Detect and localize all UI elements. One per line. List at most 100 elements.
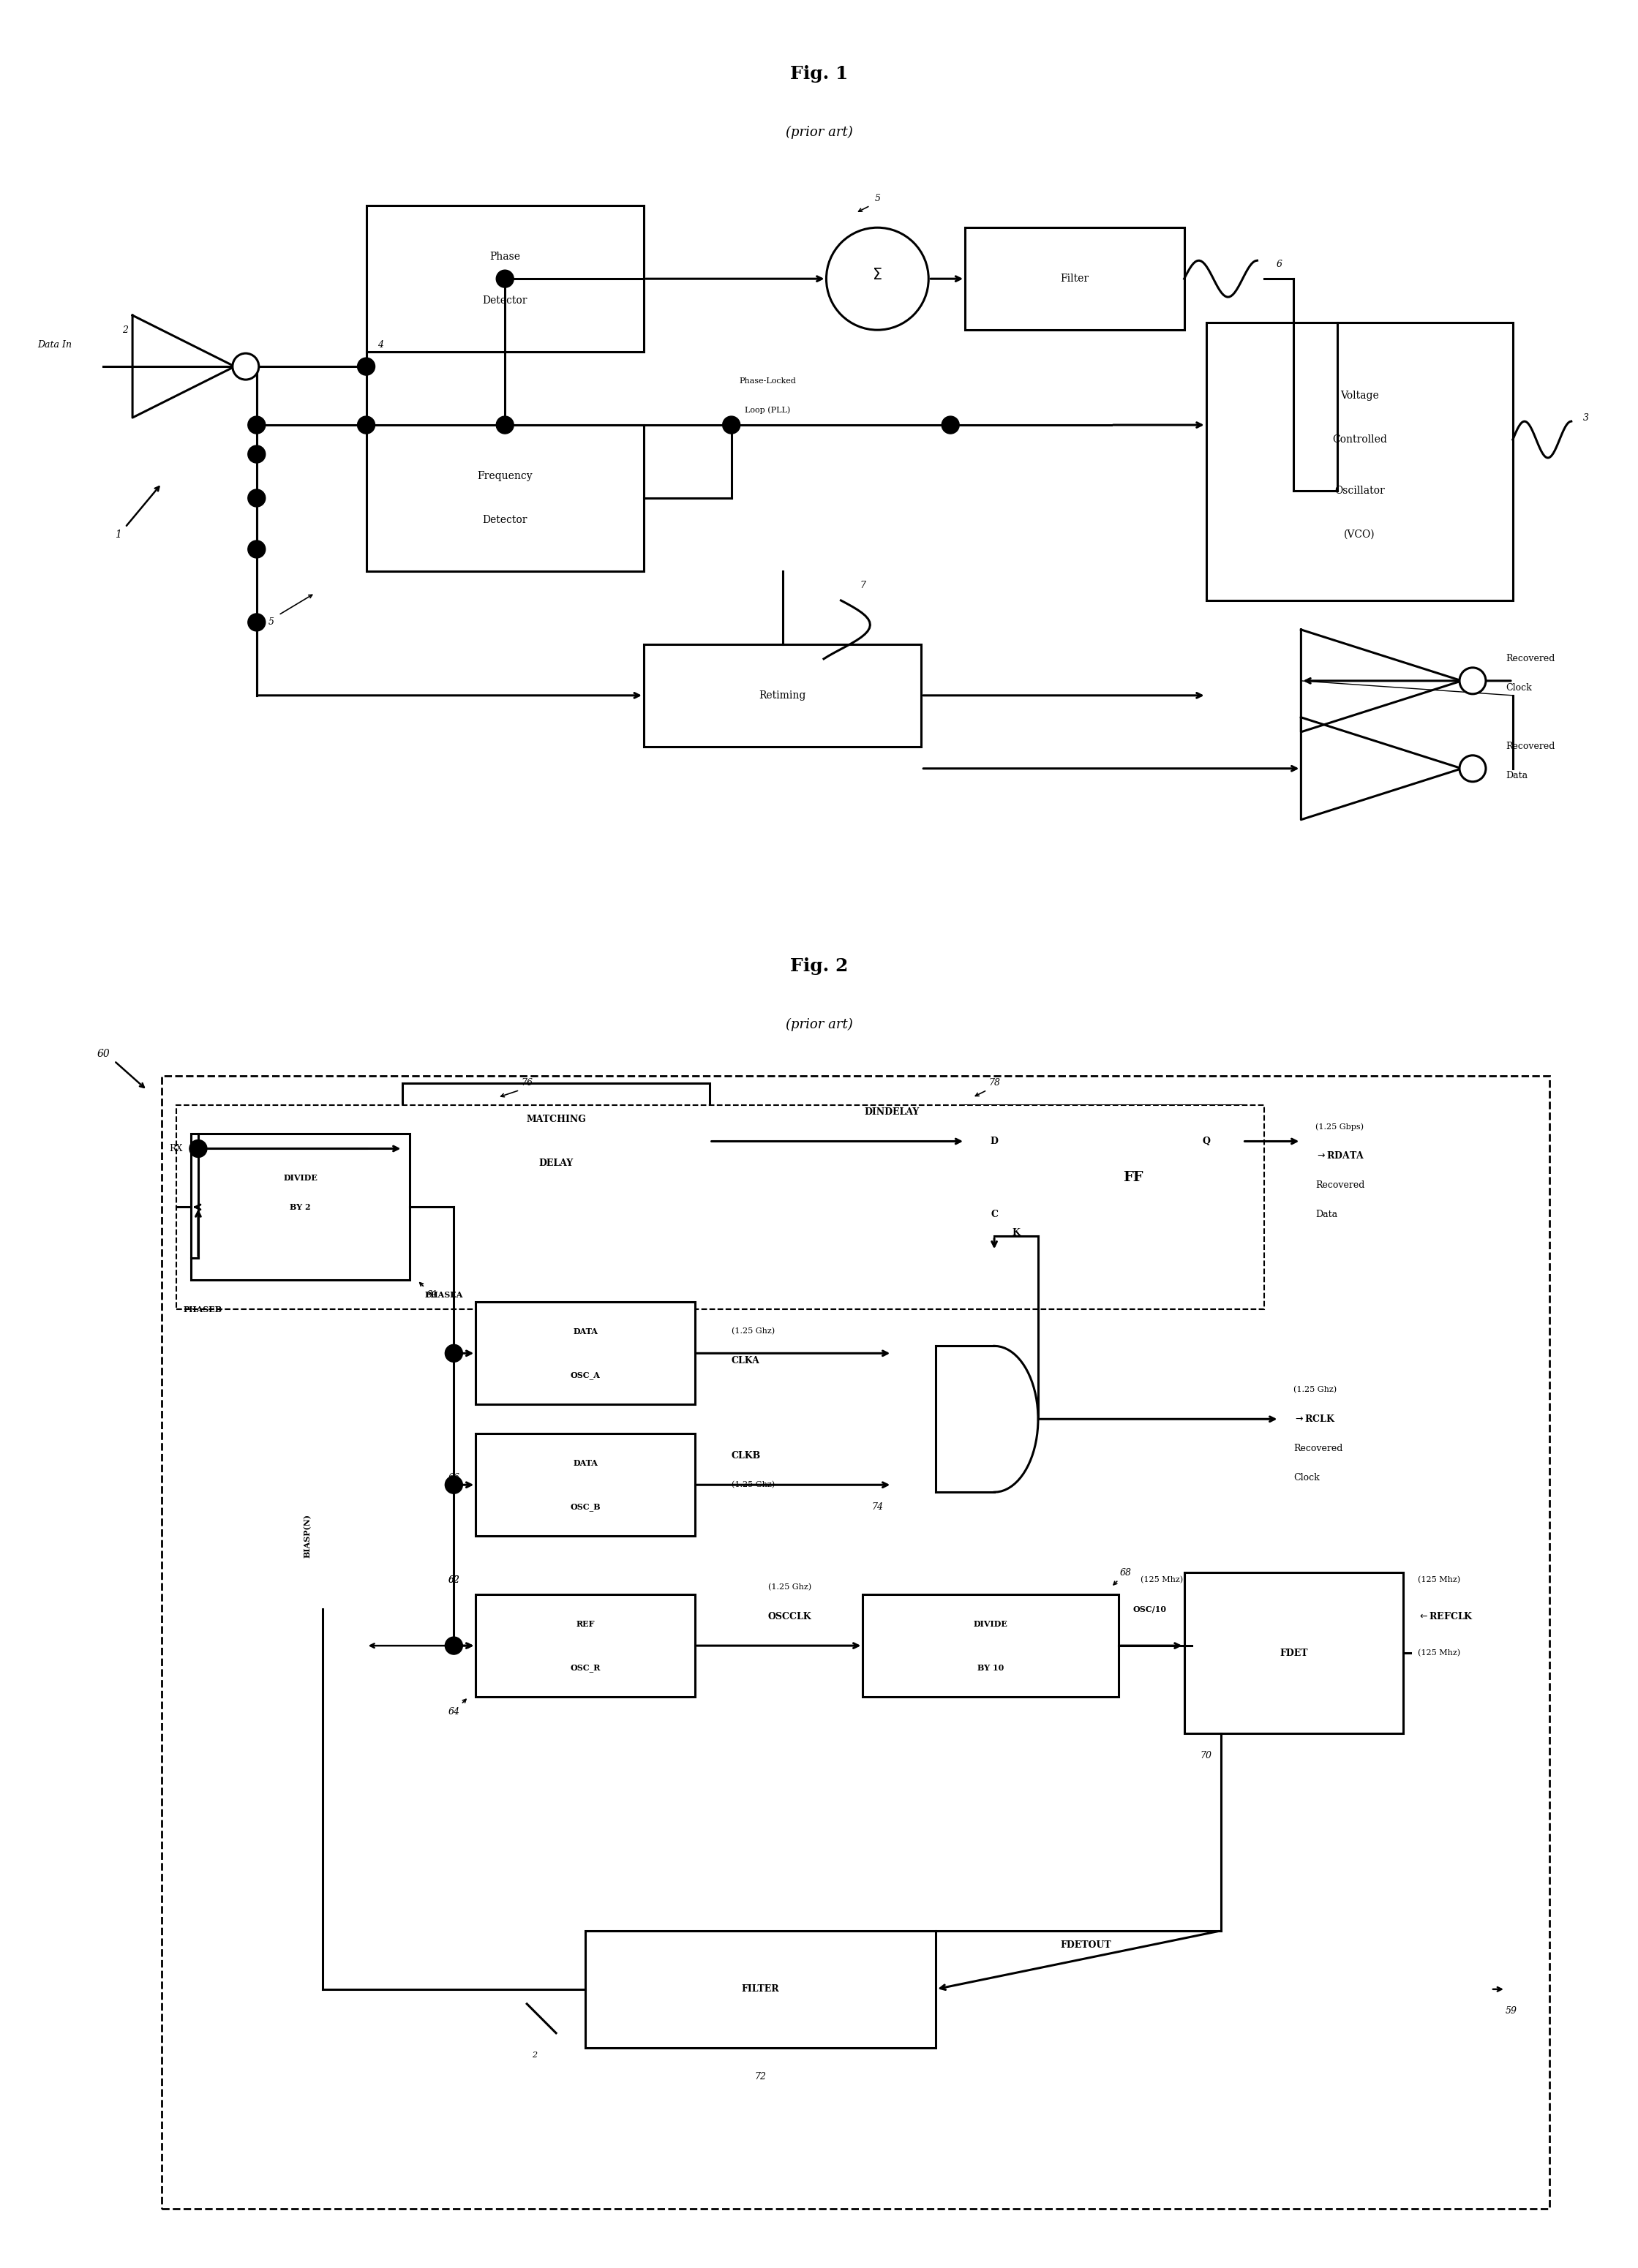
Text: CLKA: CLKA: [731, 1356, 760, 1365]
Text: (prior art): (prior art): [786, 1018, 852, 1032]
Bar: [192, 1134, 410, 1279]
Text: Recovered: Recovered: [1505, 742, 1554, 751]
Text: $\rightarrow$RCLK: $\rightarrow$RCLK: [1294, 1413, 1337, 1424]
Text: DIVIDE: DIVIDE: [973, 1619, 1007, 1628]
Circle shape: [247, 445, 265, 463]
Text: 5: 5: [875, 193, 880, 204]
Text: 5: 5: [269, 617, 274, 626]
Text: 2: 2: [123, 324, 128, 336]
Circle shape: [446, 1476, 462, 1495]
Bar: [475, 1594, 695, 1696]
Text: Oscillator: Oscillator: [1335, 485, 1384, 497]
Bar: [403, 1082, 709, 1200]
Text: BY 10: BY 10: [978, 1662, 1004, 1672]
Bar: [177, 1105, 1265, 1309]
Text: (prior art): (prior art): [786, 127, 852, 138]
Circle shape: [233, 354, 259, 379]
Bar: [367, 206, 644, 352]
Circle shape: [357, 358, 375, 374]
Text: Detector: Detector: [483, 515, 527, 526]
Text: BIASP(N): BIASP(N): [303, 1515, 311, 1558]
Text: $\rightarrow$RDATA: $\rightarrow$RDATA: [1315, 1150, 1364, 1161]
Text: (1.25 Gbps): (1.25 Gbps): [1315, 1123, 1364, 1129]
Text: Fig. 1: Fig. 1: [790, 66, 848, 84]
Bar: [965, 1105, 1243, 1252]
Circle shape: [722, 417, 740, 433]
Text: (125 Mhz): (125 Mhz): [1419, 1649, 1461, 1656]
Text: 66: 66: [447, 1472, 460, 1483]
Circle shape: [942, 417, 960, 433]
Text: MATCHING: MATCHING: [526, 1114, 586, 1125]
Text: 4: 4: [378, 340, 383, 349]
Polygon shape: [1301, 631, 1461, 733]
Text: $\leftarrow$REFCLK: $\leftarrow$REFCLK: [1419, 1610, 1474, 1622]
Text: Recovered: Recovered: [1294, 1442, 1343, 1454]
Bar: [475, 1433, 695, 1535]
Circle shape: [826, 227, 929, 329]
Circle shape: [496, 417, 514, 433]
Text: Phase: Phase: [490, 252, 521, 263]
Text: RX: RX: [169, 1143, 182, 1154]
Text: PHASEA: PHASEA: [424, 1290, 464, 1300]
Circle shape: [190, 1141, 206, 1157]
Circle shape: [446, 1637, 462, 1653]
Text: Data: Data: [1505, 771, 1528, 780]
Text: 68: 68: [1120, 1567, 1132, 1576]
Bar: [367, 424, 644, 572]
Text: DINDELAY: DINDELAY: [865, 1107, 919, 1116]
Bar: [863, 1594, 1119, 1696]
Text: OSCCLK: OSCCLK: [768, 1613, 811, 1622]
Text: Loop (PLL): Loop (PLL): [745, 406, 791, 415]
Circle shape: [446, 1345, 462, 1363]
Polygon shape: [1301, 717, 1461, 819]
Text: 7: 7: [860, 581, 867, 590]
Text: PHASEB: PHASEB: [183, 1306, 223, 1313]
Bar: [1184, 1572, 1404, 1733]
Bar: [162, 1075, 1550, 2209]
Text: 59: 59: [1505, 2007, 1517, 2016]
Circle shape: [1459, 667, 1486, 694]
Text: FF: FF: [1124, 1170, 1143, 1184]
Text: DATA: DATA: [573, 1458, 598, 1467]
Text: FDETOUT: FDETOUT: [1060, 1941, 1111, 1950]
Circle shape: [247, 490, 265, 506]
Text: 6: 6: [1276, 259, 1283, 270]
Text: (125 Mhz): (125 Mhz): [1140, 1576, 1183, 1583]
Text: 64: 64: [447, 1708, 460, 1717]
Text: (1.25 Ghz): (1.25 Ghz): [1294, 1386, 1337, 1393]
Bar: [965, 227, 1184, 329]
Text: 62: 62: [447, 1576, 460, 1585]
Text: Clock: Clock: [1294, 1472, 1320, 1483]
Text: (1.25 Ghz): (1.25 Ghz): [731, 1327, 775, 1336]
Text: OSC_B: OSC_B: [570, 1504, 601, 1510]
Text: DATA: DATA: [573, 1327, 598, 1336]
Text: BY 2: BY 2: [290, 1202, 311, 1211]
Text: REF: REF: [577, 1619, 595, 1628]
Text: FILTER: FILTER: [742, 1984, 780, 1994]
Bar: [585, 1930, 935, 2048]
Text: 3: 3: [1582, 413, 1589, 422]
Text: 61: 61: [426, 1290, 437, 1300]
Text: Fig. 2: Fig. 2: [790, 957, 848, 975]
Circle shape: [357, 417, 375, 433]
Text: CLKB: CLKB: [731, 1452, 760, 1461]
Text: OSC_A: OSC_A: [570, 1372, 600, 1379]
Text: FDET: FDET: [1279, 1649, 1307, 1658]
Text: OSC/10: OSC/10: [1133, 1606, 1166, 1613]
Text: Detector: Detector: [483, 295, 527, 306]
Text: Retiming: Retiming: [758, 689, 806, 701]
Text: Phase-Locked: Phase-Locked: [739, 376, 796, 386]
Text: (125 Mhz): (125 Mhz): [1419, 1576, 1461, 1583]
Text: K: K: [1012, 1227, 1020, 1238]
Circle shape: [496, 270, 514, 288]
Bar: [644, 644, 921, 746]
Text: Frequency: Frequency: [477, 472, 532, 481]
Text: 74: 74: [871, 1501, 883, 1510]
Text: $\Sigma$: $\Sigma$: [873, 268, 883, 284]
Polygon shape: [133, 315, 234, 417]
Text: (VCO): (VCO): [1343, 528, 1374, 540]
Circle shape: [247, 615, 265, 631]
Text: Data: Data: [1315, 1209, 1338, 1220]
Bar: [1206, 322, 1514, 601]
Circle shape: [1459, 755, 1486, 782]
